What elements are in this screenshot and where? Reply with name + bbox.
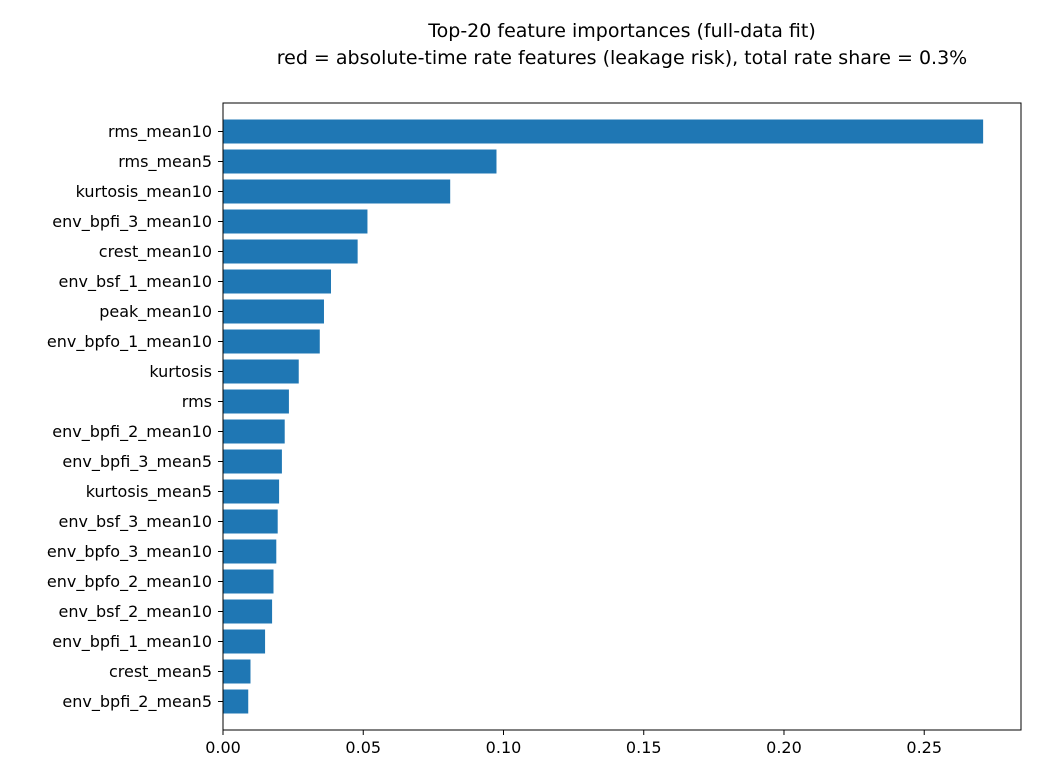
bar-env-bpfi-3-mean10 xyxy=(223,209,368,234)
category-label: rms xyxy=(182,392,212,411)
category-label: env_bpfo_3_mean10 xyxy=(47,542,212,562)
bar-crest-mean5 xyxy=(223,659,251,684)
category-label: peak_mean10 xyxy=(99,302,212,322)
bar-kurtosis-mean10 xyxy=(223,179,451,204)
bar-env-bpfi-1-mean10 xyxy=(223,629,266,654)
category-label: crest_mean10 xyxy=(99,242,212,262)
category-label: rms_mean10 xyxy=(108,122,212,142)
bar-env-bpfi-2-mean5 xyxy=(223,689,249,714)
bar-crest-mean10 xyxy=(223,239,358,264)
bar-env-bpfo-1-mean10 xyxy=(223,329,320,354)
chart-subtitle: red = absolute-time rate features (leaka… xyxy=(277,47,968,69)
bar-env-bpfo-3-mean10 xyxy=(223,539,277,564)
category-label: kurtosis_mean10 xyxy=(76,182,212,202)
category-label: rms_mean5 xyxy=(118,152,212,172)
x-tick-label: 0.05 xyxy=(345,738,381,757)
x-ticks-group: 0.00 0.05 0.10 0.15 0.20 0.25 xyxy=(205,730,942,757)
bar-env-bsf-1-mean10 xyxy=(223,269,331,294)
x-tick-label: 0.15 xyxy=(626,738,662,757)
category-label: env_bpfo_2_mean10 xyxy=(47,572,212,592)
x-tick-label: 0.00 xyxy=(205,738,241,757)
category-label: env_bsf_1_mean10 xyxy=(59,272,213,292)
category-label: env_bpfi_2_mean5 xyxy=(62,692,212,712)
bar-env-bpfi-2-mean10 xyxy=(223,419,285,444)
bar-env-bsf-3-mean10 xyxy=(223,509,278,534)
category-label: env_bsf_3_mean10 xyxy=(59,512,213,532)
bar-rms xyxy=(223,389,289,414)
x-tick-label: 0.20 xyxy=(766,738,802,757)
bars-group xyxy=(223,119,984,714)
bar-kurtosis-mean5 xyxy=(223,479,280,504)
plot-frame xyxy=(222,102,1022,731)
category-label: env_bpfi_3_mean5 xyxy=(62,452,212,472)
bar-peak-mean10 xyxy=(223,299,324,324)
category-label: env_bpfi_3_mean10 xyxy=(52,212,212,232)
bar-env-bsf-2-mean10 xyxy=(223,599,273,624)
bar-env-bpfi-3-mean5 xyxy=(223,449,282,474)
category-label: env_bsf_2_mean10 xyxy=(59,602,213,622)
x-tick-label: 0.25 xyxy=(906,738,942,757)
chart-title: Top-20 feature importances (full-data fi… xyxy=(427,20,816,42)
category-label: env_bpfi_2_mean10 xyxy=(52,422,212,442)
bar-rms-mean10 xyxy=(223,119,984,144)
bar-kurtosis xyxy=(223,359,299,384)
category-label: env_bpfo_1_mean10 xyxy=(47,332,212,352)
category-label: env_bpfi_1_mean10 xyxy=(52,632,212,652)
x-tick-label: 0.10 xyxy=(486,738,522,757)
category-label: kurtosis xyxy=(149,362,212,381)
category-labels-group: rms_mean10 rms_mean5 kurtosis_mean10 env_bp… xyxy=(47,122,223,712)
category-label: crest_mean5 xyxy=(109,662,212,682)
bar-env-bpfo-2-mean10 xyxy=(223,569,274,594)
category-label: kurtosis_mean5 xyxy=(86,482,212,502)
bar-rms-mean5 xyxy=(223,149,497,174)
